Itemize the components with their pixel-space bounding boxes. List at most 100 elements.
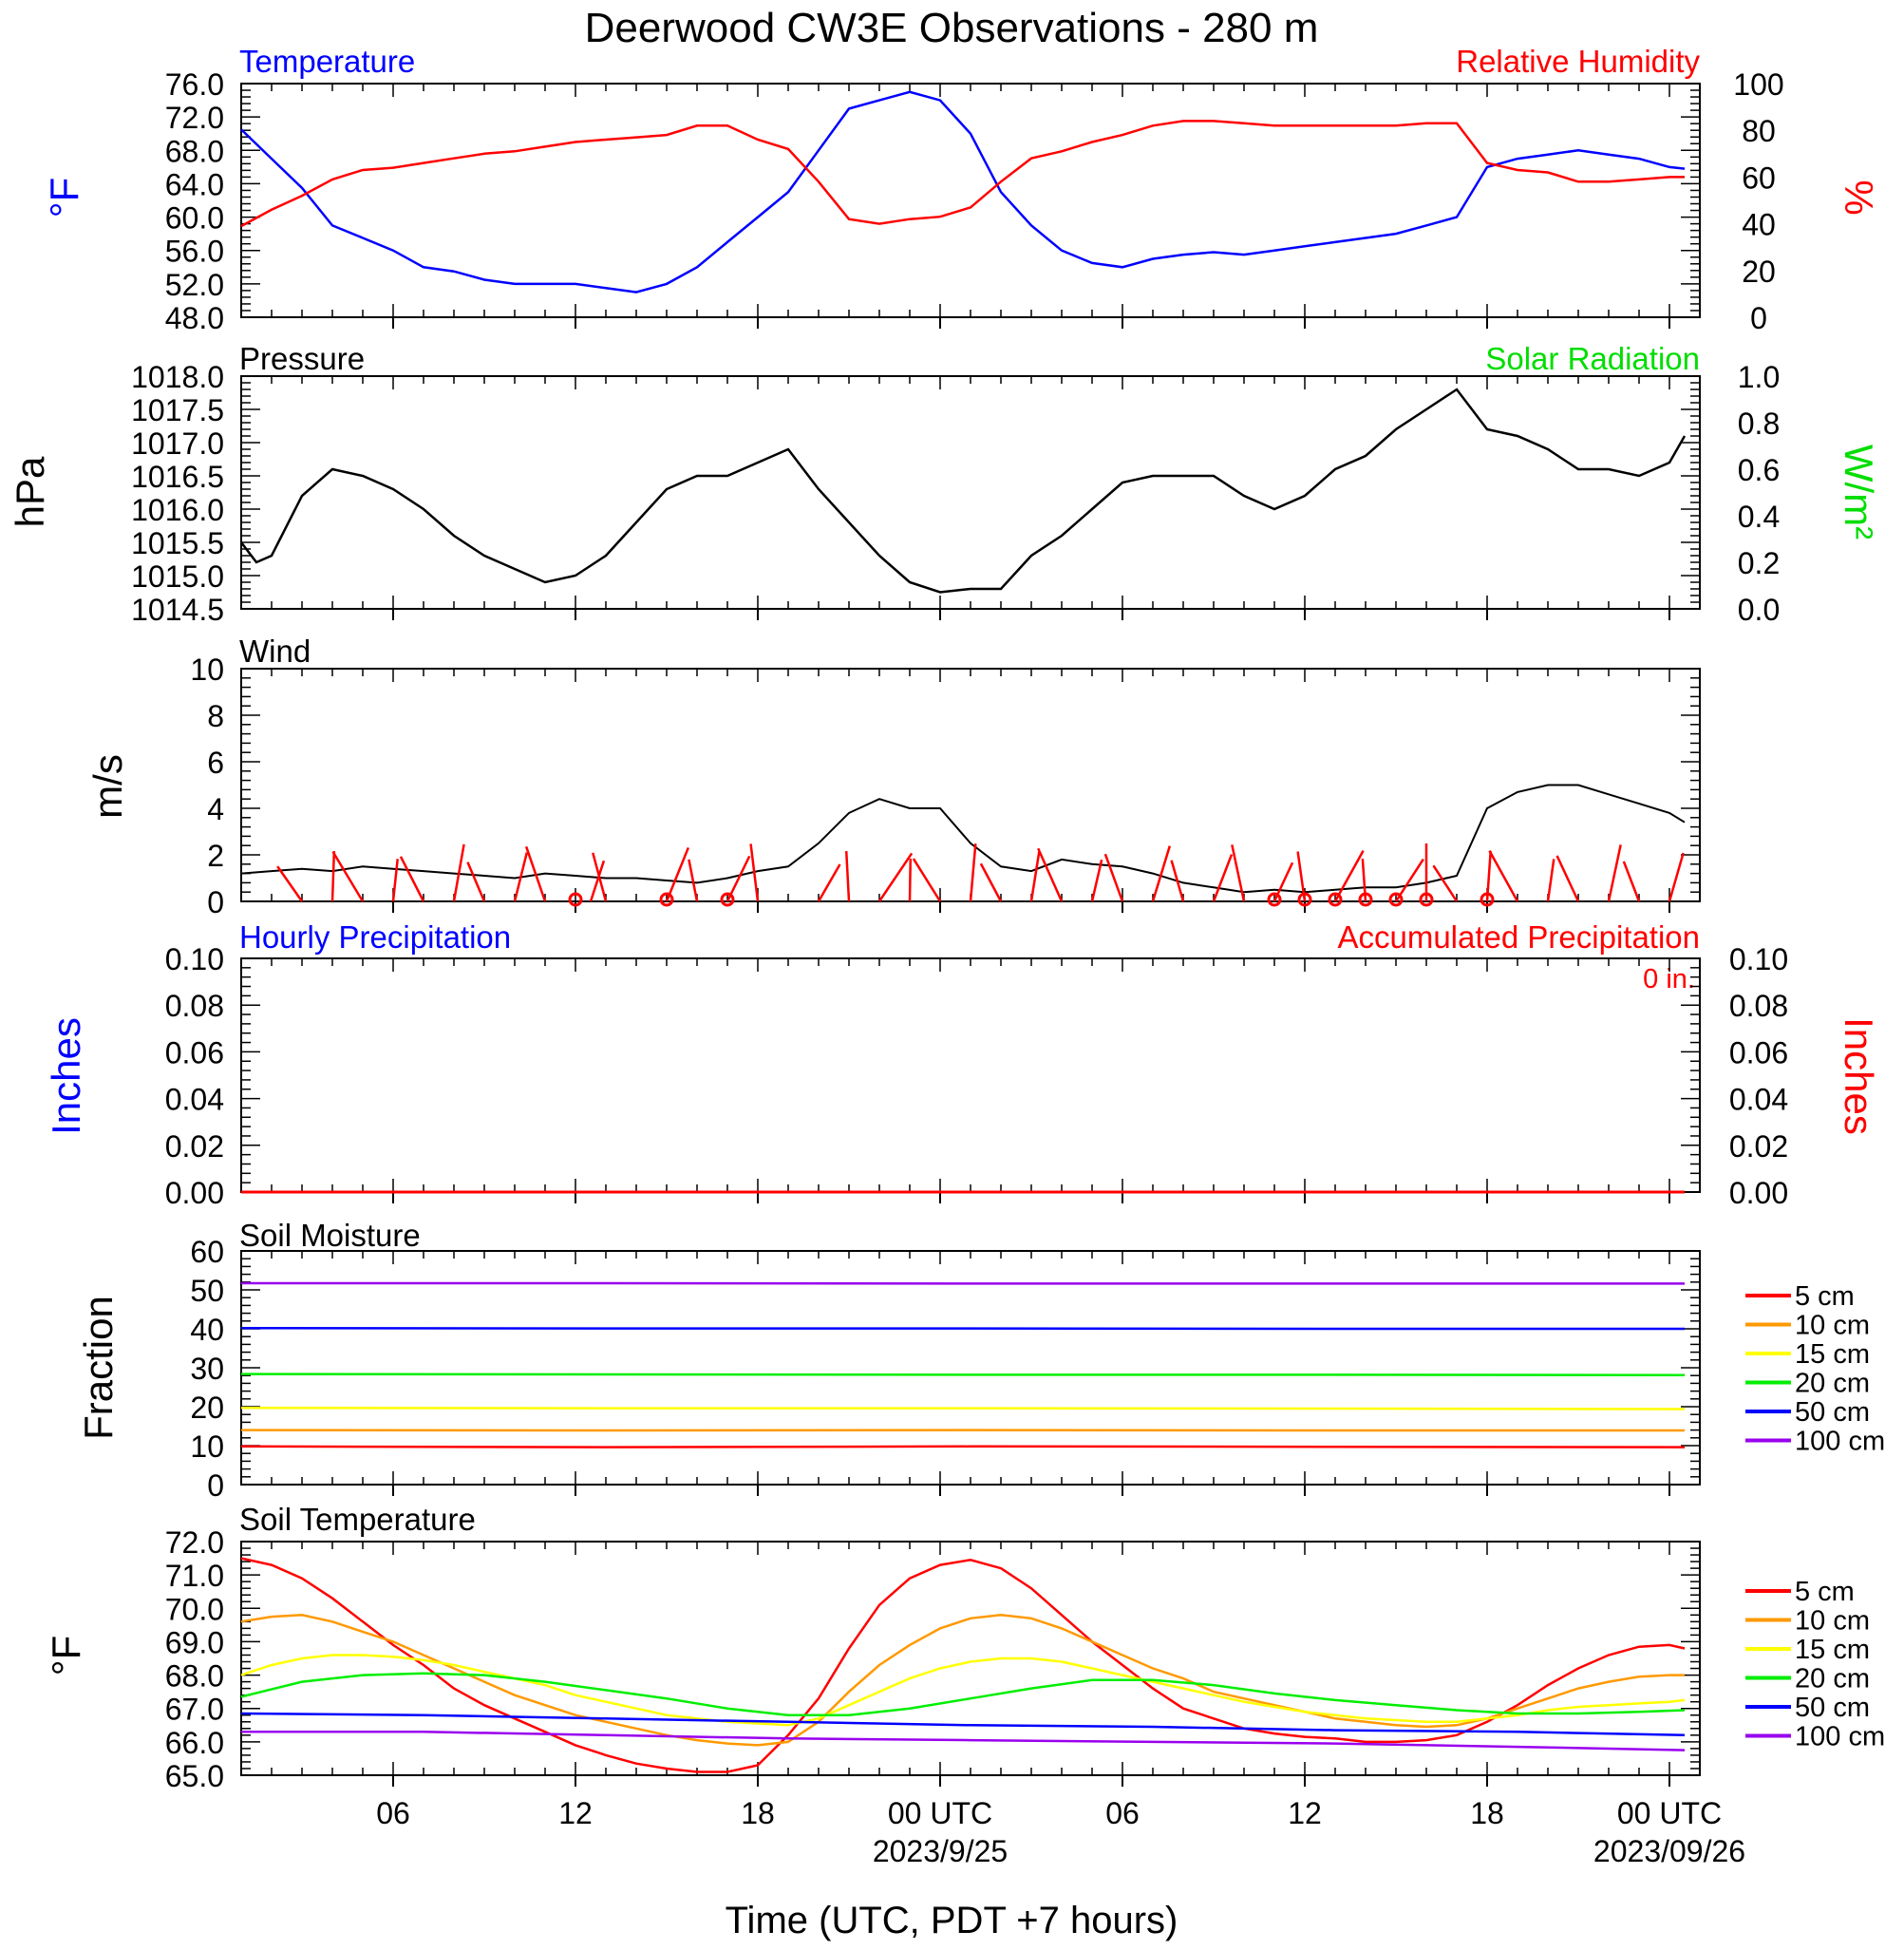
right-tick-label: 0.08 xyxy=(1729,989,1788,1023)
soil-temp-title: Soil Temperature xyxy=(239,1502,476,1537)
soil-moisture-unit: Fraction xyxy=(76,1296,121,1440)
soil-line-20cm xyxy=(240,1672,1686,1716)
left-tick-label: 65.0 xyxy=(165,1759,224,1793)
left-tick-label: 0.06 xyxy=(165,1035,224,1070)
right-tick-label: 0.00 xyxy=(1729,1176,1788,1210)
soil-moisture-title: Soil Moisture xyxy=(239,1218,421,1253)
hourly-precip-unit: Inches xyxy=(44,1017,88,1135)
wind-barb xyxy=(1546,859,1555,902)
wind-tick-labels: 10 8 6 4 2 0 xyxy=(190,653,224,919)
temp-rh-lines xyxy=(240,90,1686,293)
wind-barb xyxy=(452,843,465,902)
left-tick-label: 52.0 xyxy=(165,268,224,302)
calm-wind-marker xyxy=(1328,892,1343,907)
right-tick-label: 0.06 xyxy=(1729,1035,1788,1070)
wind-barb xyxy=(877,852,914,902)
left-tick-label: 50 xyxy=(190,1274,224,1308)
wind-barb xyxy=(1037,847,1064,902)
soil-line-100cm xyxy=(241,1731,1686,1751)
temperature-line xyxy=(240,90,1686,293)
soil-moisture-frame xyxy=(240,1250,1701,1486)
left-tick-label: 8 xyxy=(207,699,224,733)
left-tick-label: 4 xyxy=(207,792,224,826)
x-tick-labels: 06 12 18 00 UTC 2023/9/25 06 12 18 00 UTC 2023/09… xyxy=(376,1796,1745,1868)
soil-moisture-panel: Soil Moisture Fraction 60 50 40 30 20 10 0 5 c… xyxy=(76,1218,1885,1503)
legend-label: 10 cm xyxy=(1795,1311,1870,1341)
legend-label: 5 cm xyxy=(1795,1577,1855,1607)
precip-frame xyxy=(240,957,1701,1193)
left-tick-label: 1014.5 xyxy=(131,593,224,627)
wind-barb xyxy=(1607,844,1622,902)
legend-label: 100 cm xyxy=(1795,1722,1885,1752)
wind-barb xyxy=(331,851,365,902)
x-tick-label: 18 xyxy=(741,1796,775,1830)
left-tick-label: 72.0 xyxy=(165,101,224,135)
right-tick-label: 0.04 xyxy=(1729,1083,1788,1117)
left-tick-label: 69.0 xyxy=(165,1625,224,1659)
x-tick-label: 00 UTC xyxy=(1617,1796,1722,1830)
legend-label: 20 cm xyxy=(1795,1664,1870,1694)
x-tick-date: 2023/09/26 xyxy=(1593,1834,1745,1868)
right-tick-label: 0.02 xyxy=(1729,1129,1788,1164)
legend-label: 100 cm xyxy=(1795,1427,1885,1457)
left-tick-label: 71.0 xyxy=(165,1559,224,1593)
left-tick-label: 0.08 xyxy=(165,989,224,1023)
pressure-line xyxy=(240,388,1687,594)
soil-temp-ticks xyxy=(240,1541,1701,1787)
left-tick-label: 1015.0 xyxy=(131,559,224,594)
left-tick-label: 76.0 xyxy=(165,67,224,102)
x-tick-label: 12 xyxy=(558,1796,593,1830)
soil-line-50cm xyxy=(240,1712,1686,1737)
wind-barb xyxy=(513,852,529,902)
right-tick-label: 0.2 xyxy=(1738,546,1780,580)
right-tick-label: 0.4 xyxy=(1738,500,1780,534)
calm-wind-marker xyxy=(720,892,735,907)
wind-barb xyxy=(1090,859,1103,902)
soil-line-10cm xyxy=(240,1614,1685,1747)
left-tick-label: 0.00 xyxy=(165,1176,224,1210)
wind-barb xyxy=(1555,855,1580,902)
wind-barb xyxy=(1170,860,1185,902)
wind-barb xyxy=(688,859,699,902)
left-tick-label: 70.0 xyxy=(165,1592,224,1626)
left-tick-label: 68.0 xyxy=(165,1659,224,1694)
legend-label: 20 cm xyxy=(1795,1369,1870,1399)
left-tick-label: 30 xyxy=(190,1352,224,1386)
x-tick-label: 06 xyxy=(1105,1796,1140,1830)
precip-ticks xyxy=(240,957,1701,1203)
x-tick-label: 00 UTC xyxy=(888,1796,992,1830)
temp-rh-panel: Temperature Relative Humidity °F % 76.07… xyxy=(42,44,1881,335)
soil-moisture-tick-labels: 60 50 40 30 20 10 0 xyxy=(190,1235,224,1503)
soil-temp-unit: °F xyxy=(44,1636,88,1675)
left-tick-label: 60 xyxy=(190,1235,224,1269)
pressure-panel: Pressure Solar Radiation hPa W/m² 1018.0… xyxy=(8,341,1881,627)
left-tick-label: 6 xyxy=(207,746,224,780)
wind-barb xyxy=(665,846,690,902)
soil-line-15cm xyxy=(240,1406,1686,1410)
soil-temp-tick-labels: 72.071.070.069.068.067.066.065.0 xyxy=(165,1525,224,1793)
humidity-tick-labels: 100 80 60 40 20 0 xyxy=(1733,67,1783,335)
wind-lines xyxy=(240,784,1686,907)
wind-barb xyxy=(524,845,547,902)
pressure-lines xyxy=(240,388,1687,594)
wind-barb xyxy=(391,859,399,902)
wind-ticks xyxy=(240,668,1701,913)
left-tick-label: 60.0 xyxy=(165,201,224,236)
right-tick-label: 0.8 xyxy=(1738,407,1780,441)
legend-label: 5 cm xyxy=(1795,1281,1855,1312)
pressure-ticks xyxy=(240,375,1701,620)
temperature-unit: °F xyxy=(42,178,86,218)
wind-barb xyxy=(1333,850,1365,902)
wind-barb xyxy=(1668,852,1685,902)
wind-barb xyxy=(969,843,977,902)
right-tick-label: 0.10 xyxy=(1729,942,1788,976)
left-tick-label: 0 xyxy=(207,1468,224,1503)
right-tick-label: 0 xyxy=(1750,301,1767,335)
left-tick-label: 66.0 xyxy=(165,1726,224,1760)
legend-label: 10 cm xyxy=(1795,1606,1870,1637)
wind-barb xyxy=(466,861,486,902)
right-tick-label: 60 xyxy=(1742,161,1776,195)
soil-line-5cm xyxy=(240,1445,1686,1448)
left-tick-label: 0.04 xyxy=(165,1083,224,1117)
